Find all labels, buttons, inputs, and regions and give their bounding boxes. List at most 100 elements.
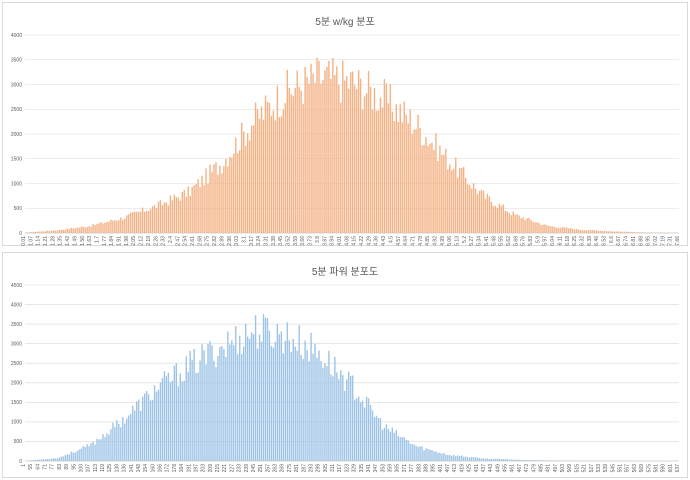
histogram-bar [205,364,207,461]
histogram-bar [548,226,550,233]
histogram-bar [522,217,524,233]
histogram-bar [52,458,55,461]
x-tick-label: 7.19 [660,236,666,246]
histogram-bar [425,137,427,233]
histogram-bar [60,456,63,461]
histogram-bar [110,429,112,461]
histogram-bar [66,228,69,233]
x-tick-label: 479 [531,464,537,473]
histogram-bar [631,231,633,233]
x-tick-label: 4.99 [440,236,446,246]
histogram-bar [256,109,259,233]
histogram-bar [484,458,487,461]
histogram-bar [122,416,124,461]
histogram-bar [532,221,534,233]
histogram-bar [211,345,213,461]
histogram-bar [421,446,423,461]
histogram-bar [118,424,120,461]
histogram-bar [466,457,469,461]
histogram-bar [472,457,475,461]
x-tick-label: 281 [294,464,300,473]
histogram-bar [552,226,554,233]
histogram-bar [120,427,122,461]
histogram-bar [58,229,61,233]
histogram-bar [480,458,483,461]
histogram-bar [585,230,588,233]
histogram-bar [447,169,449,233]
histogram-bar [153,385,156,461]
histogram-bar [270,346,273,461]
histogram-bar [359,402,362,461]
histogram-bar [413,444,415,461]
histogram-bar [423,450,425,461]
x-tick-label: 221 [222,464,228,473]
histogram-bar [278,334,281,461]
histogram-bar [459,456,461,461]
histogram-bar [155,391,158,461]
histogram-bar [270,115,273,233]
histogram-bar [38,231,41,233]
histogram-bar [453,454,455,461]
x-tick-label: 575 [646,464,652,473]
x-tick-label: 551 [618,464,624,473]
histogram-bar [389,84,392,233]
histogram-bar [30,232,33,233]
histogram-bar [50,458,53,461]
histogram-bar [524,460,526,461]
histogram-bar [209,164,211,233]
histogram-bar [292,96,294,233]
histogram-bar [522,459,524,461]
histogram-bar [82,226,84,233]
histogram-bar [199,360,201,461]
x-tick-label: 1.28 [50,236,56,246]
histogram-bar [375,110,378,233]
histogram-bar [431,449,433,461]
histogram-bar [64,455,67,461]
histogram-bar [128,415,130,461]
histogram-bar [175,197,178,233]
histogram-bar [262,313,265,461]
histogram-bar [457,177,459,233]
histogram-bar [332,58,334,234]
histogram-bar [96,438,98,461]
histogram-bar [476,194,479,233]
histogram-bar [490,458,493,461]
histogram-bar [201,344,203,461]
histogram-bar [344,390,346,461]
histogram-bar [183,189,185,233]
x-tick-label: 365 [395,464,401,473]
x-tick-label: 71 [43,464,49,470]
histogram-bar [284,103,287,233]
histogram-bar [346,379,348,461]
histogram-bar [623,231,625,233]
histogram-bar [478,458,481,461]
histogram-bar [478,190,481,233]
histogram-bar [443,453,445,461]
histogram-bar [104,437,106,461]
histogram-bar [421,145,423,233]
histogram-bar [187,186,189,233]
histogram-bar [246,336,249,461]
histogram-bar [211,171,213,233]
histogram-bar [114,220,116,233]
histogram-bar [385,83,388,233]
x-tick-label: 431 [474,464,480,473]
y-tick-label: 2000 [11,132,22,138]
histogram-bar [191,359,193,461]
histogram-bar [542,460,544,461]
histogram-bar [98,223,100,233]
histogram-bar [84,447,86,461]
histogram-bar [496,458,499,461]
histogram-bar [233,153,235,233]
x-tick-label: 383 [416,464,422,473]
histogram-bar [326,366,328,461]
histogram-bar [286,69,288,233]
histogram-bar [583,230,586,233]
chart-title: 5분 파워 분포도 [311,267,379,278]
histogram-bar [504,459,506,461]
histogram-bar [615,231,617,233]
histogram-bar [328,350,330,461]
histogram-bar [76,227,78,233]
x-tick-label: 119 [100,464,106,472]
histogram-bar [153,205,156,233]
